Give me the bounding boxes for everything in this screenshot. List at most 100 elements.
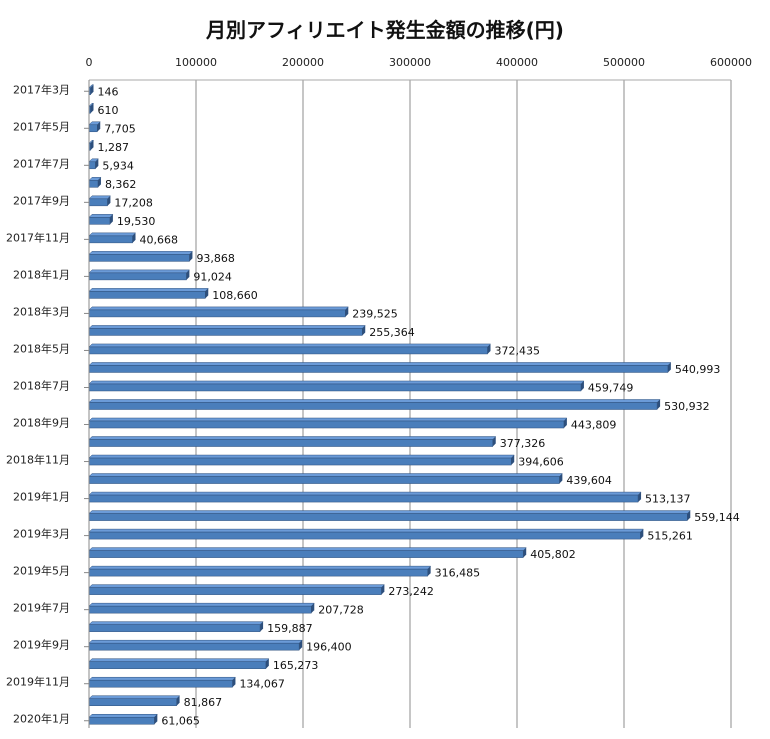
data-label: 207,728 <box>318 604 364 617</box>
bar <box>88 621 264 632</box>
data-label: 239,525 <box>352 307 398 320</box>
bar-top-face <box>88 473 563 477</box>
bar-side-face <box>511 455 515 466</box>
x-tick-label: 600000 <box>710 56 752 69</box>
bar <box>88 121 101 133</box>
data-label: 394,606 <box>518 456 564 469</box>
bar-top-face <box>88 362 672 366</box>
bar-front-face <box>88 217 111 225</box>
y-category-label: 2017年5月 <box>13 119 70 133</box>
y-category-label: 2017年11月 <box>6 230 70 244</box>
bar-front-face <box>88 180 99 188</box>
data-label: 443,809 <box>571 419 617 432</box>
data-label: 513,137 <box>645 493 691 506</box>
bar-side-face <box>345 306 349 317</box>
bar-top-face <box>88 232 137 237</box>
bar-side-face <box>492 436 496 447</box>
bar-front-face <box>88 420 565 429</box>
bar <box>88 362 672 373</box>
bar-side-face <box>381 584 385 595</box>
bar-top-face <box>88 658 270 662</box>
bar-top-face <box>88 288 209 292</box>
bar <box>88 325 366 336</box>
bar-side-face <box>90 140 94 151</box>
data-label: 515,261 <box>647 530 693 543</box>
bar-side-face <box>265 658 269 669</box>
data-label: 146 <box>98 85 119 98</box>
bar-front-face <box>88 531 641 540</box>
bar-side-face <box>186 269 190 280</box>
data-label: 540,993 <box>675 363 721 376</box>
bar-top-face <box>88 380 585 385</box>
bar-side-face <box>523 547 527 558</box>
bar-side-face <box>95 158 99 169</box>
bar-top-face <box>88 584 385 588</box>
bar-side-face <box>90 84 94 95</box>
bar <box>88 565 432 577</box>
bar <box>88 232 137 244</box>
data-label: 91,024 <box>193 270 232 283</box>
bar <box>88 140 95 151</box>
bar-top-face <box>88 695 181 699</box>
bar-side-face <box>299 640 303 651</box>
bar-top-face <box>88 251 194 255</box>
bar-front-face <box>88 124 98 133</box>
bar-side-face <box>640 529 644 540</box>
bar-front-face <box>88 291 206 299</box>
bar <box>88 658 270 669</box>
data-label: 559,144 <box>694 511 740 524</box>
data-label: 134,067 <box>239 678 285 691</box>
bar <box>88 676 237 688</box>
bar-top-face <box>88 547 527 551</box>
bar <box>88 584 385 595</box>
bar-side-face <box>154 714 158 725</box>
data-label: 273,242 <box>388 585 434 598</box>
bar <box>88 454 515 466</box>
bar-side-face <box>687 510 691 521</box>
bar <box>88 473 563 484</box>
bar-front-face <box>88 476 560 484</box>
data-label: 165,273 <box>273 659 319 672</box>
bar-side-face <box>657 399 661 410</box>
bar-front-face <box>88 346 488 355</box>
bar-top-face <box>88 214 114 218</box>
data-label: 377,326 <box>500 437 546 450</box>
bar-top-face <box>88 510 691 514</box>
bar-front-face <box>88 624 261 632</box>
y-category-label: 2017年3月 <box>13 82 70 96</box>
bar <box>88 288 209 299</box>
x-tick-label: 100000 <box>175 56 217 69</box>
bar-side-face <box>667 362 671 373</box>
bar <box>88 251 194 262</box>
bar-front-face <box>88 661 267 669</box>
bar-front-face <box>88 402 658 410</box>
bar-top-face <box>88 602 315 607</box>
bar-side-face <box>260 621 264 632</box>
data-label: 108,660 <box>212 289 258 302</box>
data-label: 8,362 <box>105 178 137 191</box>
bar-side-face <box>362 325 366 336</box>
bar-front-face <box>88 494 639 503</box>
data-label: 40,668 <box>140 233 179 246</box>
y-category-label: 2018年11月 <box>6 453 70 467</box>
bar <box>88 195 112 207</box>
bar-side-face <box>563 418 567 429</box>
y-category-label: 2019年3月 <box>13 527 70 541</box>
bar-side-face <box>189 251 193 262</box>
data-label: 439,604 <box>566 474 612 487</box>
bar-front-face <box>88 235 133 244</box>
bar-front-face <box>88 679 233 688</box>
bar <box>88 602 315 614</box>
data-label: 1,287 <box>98 141 130 154</box>
bar-front-face <box>88 272 187 281</box>
bar-front-face <box>88 698 177 706</box>
y-category-label: 2018年3月 <box>13 304 70 318</box>
bar-front-face <box>88 568 428 577</box>
bar <box>88 491 642 503</box>
bar-side-face <box>132 232 136 243</box>
bar-side-face <box>97 121 101 132</box>
data-label: 459,749 <box>588 381 634 394</box>
y-category-label: 2017年9月 <box>13 193 70 207</box>
x-tick-label: 500000 <box>603 56 645 69</box>
bars <box>88 84 691 725</box>
